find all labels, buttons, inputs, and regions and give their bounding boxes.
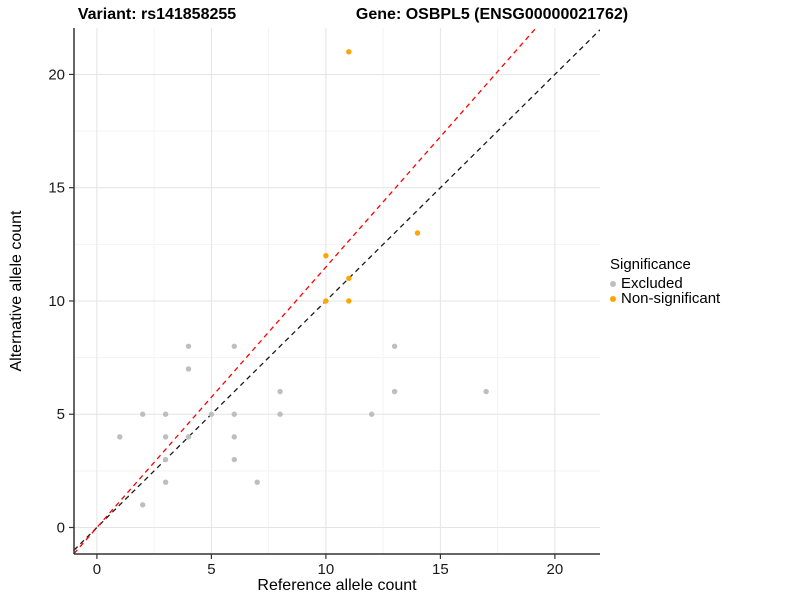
legend-item-non-significant: Non-significant — [610, 290, 721, 307]
legend-label-non-significant: Non-significant — [621, 290, 721, 307]
x-tick-label: 0 — [93, 561, 101, 578]
data-point-excluded — [277, 411, 283, 417]
data-point-non-significant — [323, 298, 329, 304]
data-point-excluded — [117, 434, 123, 440]
data-point-non-significant — [346, 275, 352, 282]
major-gridlines — [74, 28, 600, 554]
data-point-excluded — [162, 479, 169, 485]
axis-lines — [73, 28, 600, 555]
data-point-excluded — [231, 343, 237, 349]
data-point-excluded — [231, 434, 237, 440]
allele-ratio-line — [74, 28, 537, 554]
axis-ticks — [69, 73, 556, 559]
data-point-excluded — [185, 366, 192, 372]
excluded-point-icon — [610, 280, 616, 287]
data-point-excluded — [277, 388, 283, 395]
y-tick-label: 10 — [48, 293, 65, 310]
legend: Significance Excluded Non-significant — [610, 256, 721, 307]
data-points — [117, 49, 489, 508]
data-point-excluded — [139, 502, 146, 508]
y-axis-title: Alternative allele count — [8, 210, 25, 372]
data-point-excluded — [162, 434, 169, 440]
legend-title: Significance — [610, 256, 691, 273]
data-point-non-significant — [346, 49, 352, 55]
y-tick-label: 15 — [48, 180, 65, 197]
data-point-excluded — [391, 343, 398, 349]
x-axis-title: Reference allele count — [257, 577, 417, 594]
tick-labels: 0 5 10 15 20 0 5 10 15 20 — [48, 66, 563, 578]
x-tick-label: 15 — [432, 561, 449, 578]
data-point-non-significant — [323, 252, 329, 259]
data-point-excluded — [185, 343, 192, 349]
identity-line — [74, 29, 600, 551]
data-point-excluded — [254, 479, 260, 485]
data-point-excluded — [185, 434, 192, 440]
minor-gridlines — [74, 28, 600, 554]
x-tick-label: 10 — [318, 561, 335, 578]
y-tick-label: 20 — [48, 66, 65, 83]
data-point-excluded — [208, 411, 215, 417]
non-significant-point-icon — [610, 295, 616, 302]
x-tick-label: 20 — [547, 561, 564, 578]
data-point-excluded — [162, 456, 169, 463]
y-tick-label: 0 — [57, 519, 65, 536]
x-tick-label: 5 — [207, 561, 215, 578]
data-point-non-significant — [346, 298, 352, 304]
data-point-excluded — [368, 411, 375, 417]
data-point-excluded — [391, 388, 398, 395]
y-tick-label: 5 — [57, 406, 65, 423]
gene-title: Gene: OSBPL5 (ENSG00000021762) — [355, 6, 629, 23]
data-point-excluded — [231, 411, 237, 417]
legend-item-excluded: Excluded — [610, 275, 720, 292]
legend-label-excluded: Excluded — [621, 275, 683, 292]
reference-lines — [74, 28, 600, 554]
variant-title: Variant: rs141858255 — [77, 6, 237, 23]
data-point-excluded — [139, 411, 146, 417]
data-point-excluded — [162, 411, 169, 417]
data-point-excluded — [483, 388, 489, 395]
data-point-excluded — [231, 456, 237, 463]
data-point-non-significant — [414, 230, 421, 236]
